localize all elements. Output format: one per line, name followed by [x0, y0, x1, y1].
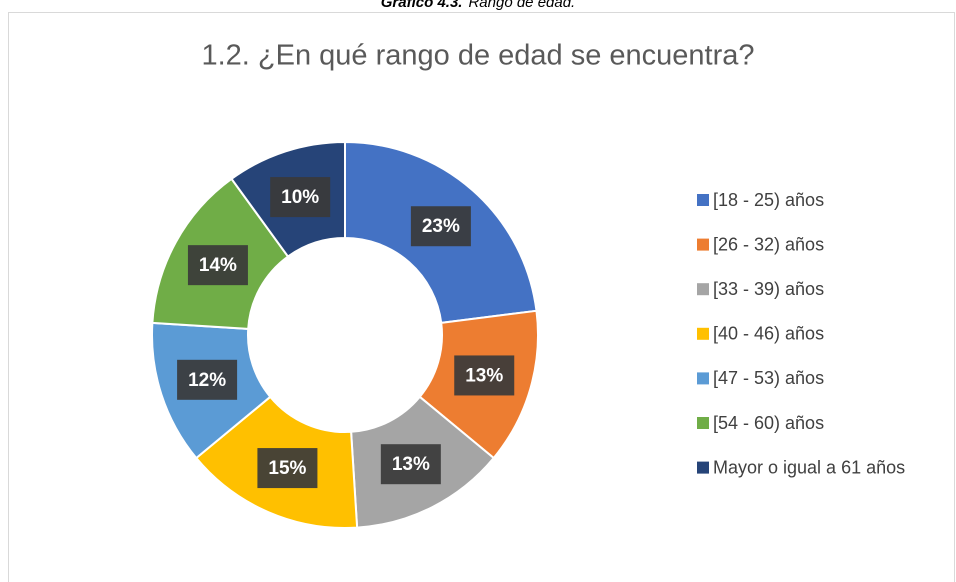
legend-label: [18 - 25) años: [713, 190, 824, 210]
legend-swatch: [697, 283, 709, 296]
data-label: 14%: [199, 255, 237, 276]
chart-title: 1.2. ¿En qué rango de edad se encuentra?: [201, 40, 754, 72]
legend-label: Mayor o igual a 61 años: [713, 457, 905, 477]
data-label: 13%: [392, 454, 430, 475]
data-label-box: [380, 444, 441, 485]
legend-label: [47 - 53) años: [713, 368, 824, 388]
legend-swatch: [697, 372, 709, 385]
legend-label: [26 - 32) años: [713, 234, 824, 254]
data-label-box: [270, 177, 331, 218]
legend-swatch: [697, 417, 709, 429]
caption-text: Rango de edad.: [468, 0, 575, 11]
data-label: 12%: [188, 370, 226, 391]
data-label-box: [177, 359, 238, 400]
data-label: 23%: [422, 216, 460, 237]
legend-swatch: [697, 194, 709, 206]
data-label: 15%: [268, 458, 306, 479]
caption: Gráfico 4.3. Rango de edad.: [381, 0, 575, 11]
data-label-box: [187, 245, 248, 286]
legend-label: [54 - 60) años: [713, 413, 824, 433]
legend-swatch: [697, 238, 709, 251]
legend-swatch: [697, 327, 709, 340]
legend-swatch: [697, 461, 709, 474]
legend-label: [33 - 39) años: [713, 279, 824, 299]
legend-label: [40 - 46) años: [713, 324, 824, 344]
data-label: 13%: [465, 365, 503, 386]
data-label-box: [410, 206, 471, 247]
data-label-box: [454, 355, 515, 396]
caption-label: Gráfico 4.3.: [381, 0, 463, 11]
data-label: 10%: [281, 187, 319, 208]
data-label-box: [257, 448, 318, 489]
